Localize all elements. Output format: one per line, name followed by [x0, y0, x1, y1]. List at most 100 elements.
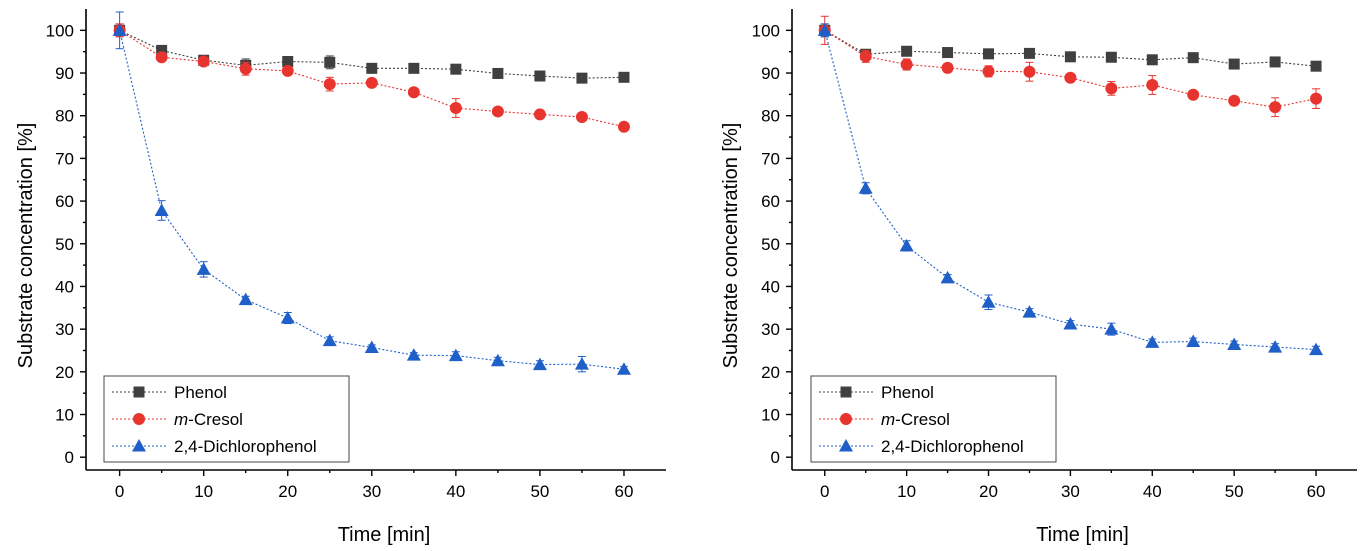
x-tick-label: 50: [530, 482, 549, 501]
legend-label: m-Cresol: [881, 410, 950, 429]
y-tick-label: 90: [55, 64, 74, 83]
y-tick-label: 0: [65, 448, 74, 467]
data-point: [981, 295, 996, 308]
data-point: [575, 110, 588, 123]
series-m-cresol: [113, 23, 630, 133]
data-point: [900, 58, 913, 71]
data-point: [408, 62, 420, 74]
data-point: [281, 64, 294, 77]
data-point: [574, 357, 589, 370]
data-point: [859, 50, 872, 63]
legend-label-part: 2,4-Dichlorophenol: [881, 437, 1024, 456]
data-point: [1187, 88, 1200, 101]
y-tick-label: 100: [46, 21, 74, 40]
data-point: [858, 181, 873, 194]
y-tick-label: 70: [761, 149, 780, 168]
y-tick-label: 70: [55, 149, 74, 168]
y-tick-label: 60: [761, 192, 780, 211]
x-tick-label: 10: [194, 482, 213, 501]
data-point: [406, 348, 421, 361]
data-point: [196, 262, 211, 275]
data-point: [1023, 47, 1035, 59]
x-tick-label: 50: [1225, 482, 1244, 501]
series-2-4-dichlorophenol: [817, 23, 1324, 356]
data-point: [1146, 78, 1159, 91]
data-point: [942, 47, 954, 59]
data-point: [282, 56, 294, 68]
data-point: [239, 62, 252, 75]
data-point: [490, 353, 505, 367]
data-point: [1105, 82, 1118, 95]
data-point: [941, 61, 954, 74]
data-point: [366, 62, 378, 74]
data-point: [1187, 52, 1199, 64]
data-point: [1146, 54, 1158, 66]
data-point: [156, 44, 168, 56]
data-point: [1269, 101, 1282, 114]
data-point: [532, 357, 547, 371]
legend-label-part: -Cresol: [895, 410, 950, 429]
y-tick-label: 100: [752, 21, 780, 40]
y-tick-label: 10: [55, 406, 74, 425]
y-tick-label: 10: [761, 406, 780, 425]
data-point: [448, 348, 463, 362]
data-point: [1064, 71, 1077, 84]
data-point: [365, 76, 378, 89]
data-point: [491, 105, 504, 118]
y-tick-label: 40: [55, 277, 74, 296]
y-tick-label: 0: [771, 448, 780, 467]
x-tick-label: 30: [362, 482, 381, 501]
chart-1-group: 0 10 20 30 40 50 60 70 80 90 100 0 10 20 30 40 50 60 Time …: [720, 9, 1357, 546]
data-point: [901, 45, 913, 57]
y-tick-label: 20: [761, 363, 780, 382]
data-point: [324, 56, 336, 68]
data-point: [533, 108, 546, 121]
data-point: [1145, 335, 1160, 348]
data-point: [492, 67, 504, 79]
y-tick-label: 90: [761, 64, 780, 83]
data-point: [1105, 51, 1117, 63]
legend-marker: [133, 413, 145, 425]
legend-label: Phenol: [881, 383, 934, 402]
legend-label-part: 2,4-Dichlorophenol: [174, 437, 317, 456]
chart-left: 0 10 20 30 40 50 60 70 80 90 100 0 10 20 30 40 50 60 Time …: [15, 9, 666, 546]
data-point: [449, 102, 462, 115]
x-tick-label: 20: [278, 482, 297, 501]
y-tick-label: 30: [761, 320, 780, 339]
x-tick-label: 40: [446, 482, 465, 501]
series-line: [824, 29, 1317, 108]
data-point: [617, 120, 630, 133]
data-point: [1228, 94, 1241, 107]
series-m-cresol: [818, 15, 1323, 118]
data-point: [576, 72, 588, 84]
y-tick-label: 60: [55, 192, 74, 211]
legend-marker: [840, 386, 852, 398]
data-point: [940, 270, 955, 284]
legend-marker: [840, 413, 852, 425]
y-tick-label: 20: [55, 363, 74, 382]
data-point: [155, 51, 168, 64]
series-2-4-dichlorophenol: [112, 11, 631, 375]
y-tick-label: 50: [55, 235, 74, 254]
x-tick-label: 30: [1061, 482, 1080, 501]
data-point: [238, 292, 253, 306]
y-tick-label: 30: [55, 320, 74, 339]
x-tick-label: 60: [615, 482, 634, 501]
data-point: [154, 203, 169, 216]
y-axis-title: Substrate concentration [%]: [15, 123, 37, 369]
data-point: [322, 333, 337, 347]
data-point: [817, 23, 832, 36]
data-point: [983, 48, 995, 60]
legend: Phenol m-Cresol 2,4-Dichlorophenol: [103, 375, 350, 463]
data-point: [1228, 58, 1240, 70]
legend-label-part: m: [881, 410, 895, 429]
data-point: [1310, 60, 1322, 72]
legend-label-part: -Cresol: [188, 410, 243, 429]
series-phenol: [114, 23, 630, 84]
data-point: [450, 63, 462, 75]
y-tick-label: 40: [761, 277, 780, 296]
y-tick-label: 80: [55, 107, 74, 126]
x-tick-label: 0: [115, 482, 124, 501]
legend-label: m-Cresol: [174, 410, 243, 429]
